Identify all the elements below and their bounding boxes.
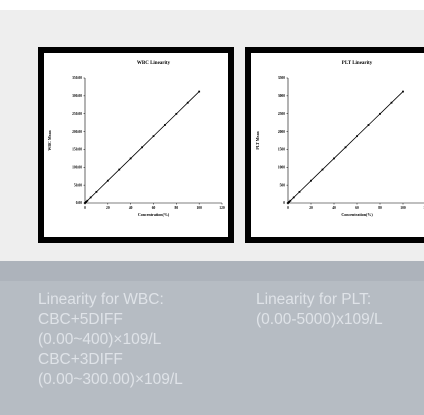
data-point: [356, 135, 358, 138]
data-point: [292, 196, 295, 199]
y-tick-label: 2500: [278, 112, 285, 116]
data-point: [288, 200, 291, 203]
plt-chart-frame: PLT Linearity 0 500 1000 1500 2000 2500 3000 350…: [245, 47, 424, 243]
bottom-panel: [0, 261, 424, 415]
y-tick-label: 500: [280, 183, 286, 187]
data-point: [86, 199, 89, 202]
data-point: [390, 101, 393, 104]
caption-line: CBC+5DIFF: [38, 311, 123, 328]
y-tick-label: 1000: [278, 165, 285, 169]
x-tick-label: 20: [309, 206, 313, 210]
data-point: [298, 190, 301, 193]
x-axis-label: Concentration(%): [341, 212, 373, 217]
y-axis-label: PLT Mean: [255, 131, 260, 150]
caption-line: (0.00~400)×109/L: [38, 331, 162, 348]
x-tick-label: 100: [196, 206, 202, 210]
caption-line: (0.00~300.00)×109/L: [38, 371, 183, 388]
y-tick-label: 0.00: [76, 201, 82, 205]
data-point: [175, 112, 178, 115]
plt-linearity-caption: Linearity for PLT: (0.00-5000)x109/L: [256, 290, 383, 330]
y-tick-label: 3500: [278, 76, 285, 80]
data-point: [186, 101, 189, 104]
data-point: [85, 200, 88, 203]
data-point: [106, 179, 109, 182]
x-tick-label: 40: [332, 206, 336, 210]
y-tick-label: 350.00: [72, 76, 82, 80]
data-point: [152, 135, 155, 138]
y-tick-label: 3000: [278, 94, 285, 98]
caption-line: Linearity for PLT:: [256, 291, 372, 308]
y-tick-label: 200.00: [72, 130, 82, 134]
wbc-chart-frame: WBC Linearity 0.00 50.00 100.00 150.00 200.00…: [38, 47, 234, 243]
bottom-strip: [0, 261, 424, 281]
data-point: [333, 157, 335, 160]
x-tick-label: 60: [152, 206, 156, 210]
data-point: [89, 196, 92, 199]
data-point: [118, 168, 121, 171]
data-point: [164, 124, 166, 126]
data-point: [198, 90, 201, 93]
data-point: [84, 202, 86, 204]
y-tick-label: 150.00: [72, 148, 82, 152]
x-tick-label: 0: [84, 206, 86, 210]
data-point: [344, 146, 347, 149]
y-tick-label: 100.00: [72, 165, 82, 169]
x-tick-label: 100: [400, 206, 406, 210]
plt-chart: PLT Linearity050010001500200025003000350…: [251, 53, 424, 237]
data-point: [321, 168, 324, 171]
y-tick-label: 1500: [278, 148, 285, 152]
data-point: [95, 190, 98, 193]
data-point: [379, 112, 381, 115]
data-point: [129, 157, 132, 160]
wbc-linearity-caption: Linearity for WBC: CBC+5DIFF (0.00~400)×…: [38, 290, 183, 390]
x-tick-label: 40: [129, 206, 133, 210]
x-tick-label: 60: [355, 206, 359, 210]
caption-line: Linearity for WBC:: [38, 291, 164, 308]
caption-line: (0.00-5000)x109/L: [256, 311, 383, 328]
x-tick-label: 120: [219, 206, 225, 210]
data-point: [141, 146, 143, 149]
data-point: [310, 179, 312, 182]
y-tick-label: 300.00: [72, 94, 82, 98]
chart-title: PLT Linearity: [342, 61, 373, 66]
y-tick-label: 2000: [278, 130, 285, 134]
x-tick-label: 0: [287, 206, 289, 210]
y-tick-label: 50.00: [74, 183, 82, 187]
data-point: [287, 202, 289, 204]
chart-title: WBC Linearity: [137, 61, 171, 66]
data-point: [289, 199, 292, 202]
caption-line: CBC+3DIFF: [38, 351, 123, 368]
x-tick-label: 80: [378, 206, 382, 210]
x-axis-label: Concentration(%): [138, 212, 170, 217]
top-strip: [0, 0, 424, 10]
y-tick-label: 250.00: [72, 112, 82, 116]
y-tick-label: 0: [283, 201, 285, 205]
data-point: [402, 90, 404, 93]
x-tick-label: 80: [175, 206, 179, 210]
y-axis-label: WBC Mean: [47, 130, 52, 151]
data-point: [367, 124, 370, 126]
wbc-chart: WBC Linearity 0.00 50.00 100.00 150.00 200.00…: [44, 53, 228, 237]
x-tick-label: 20: [106, 206, 110, 210]
